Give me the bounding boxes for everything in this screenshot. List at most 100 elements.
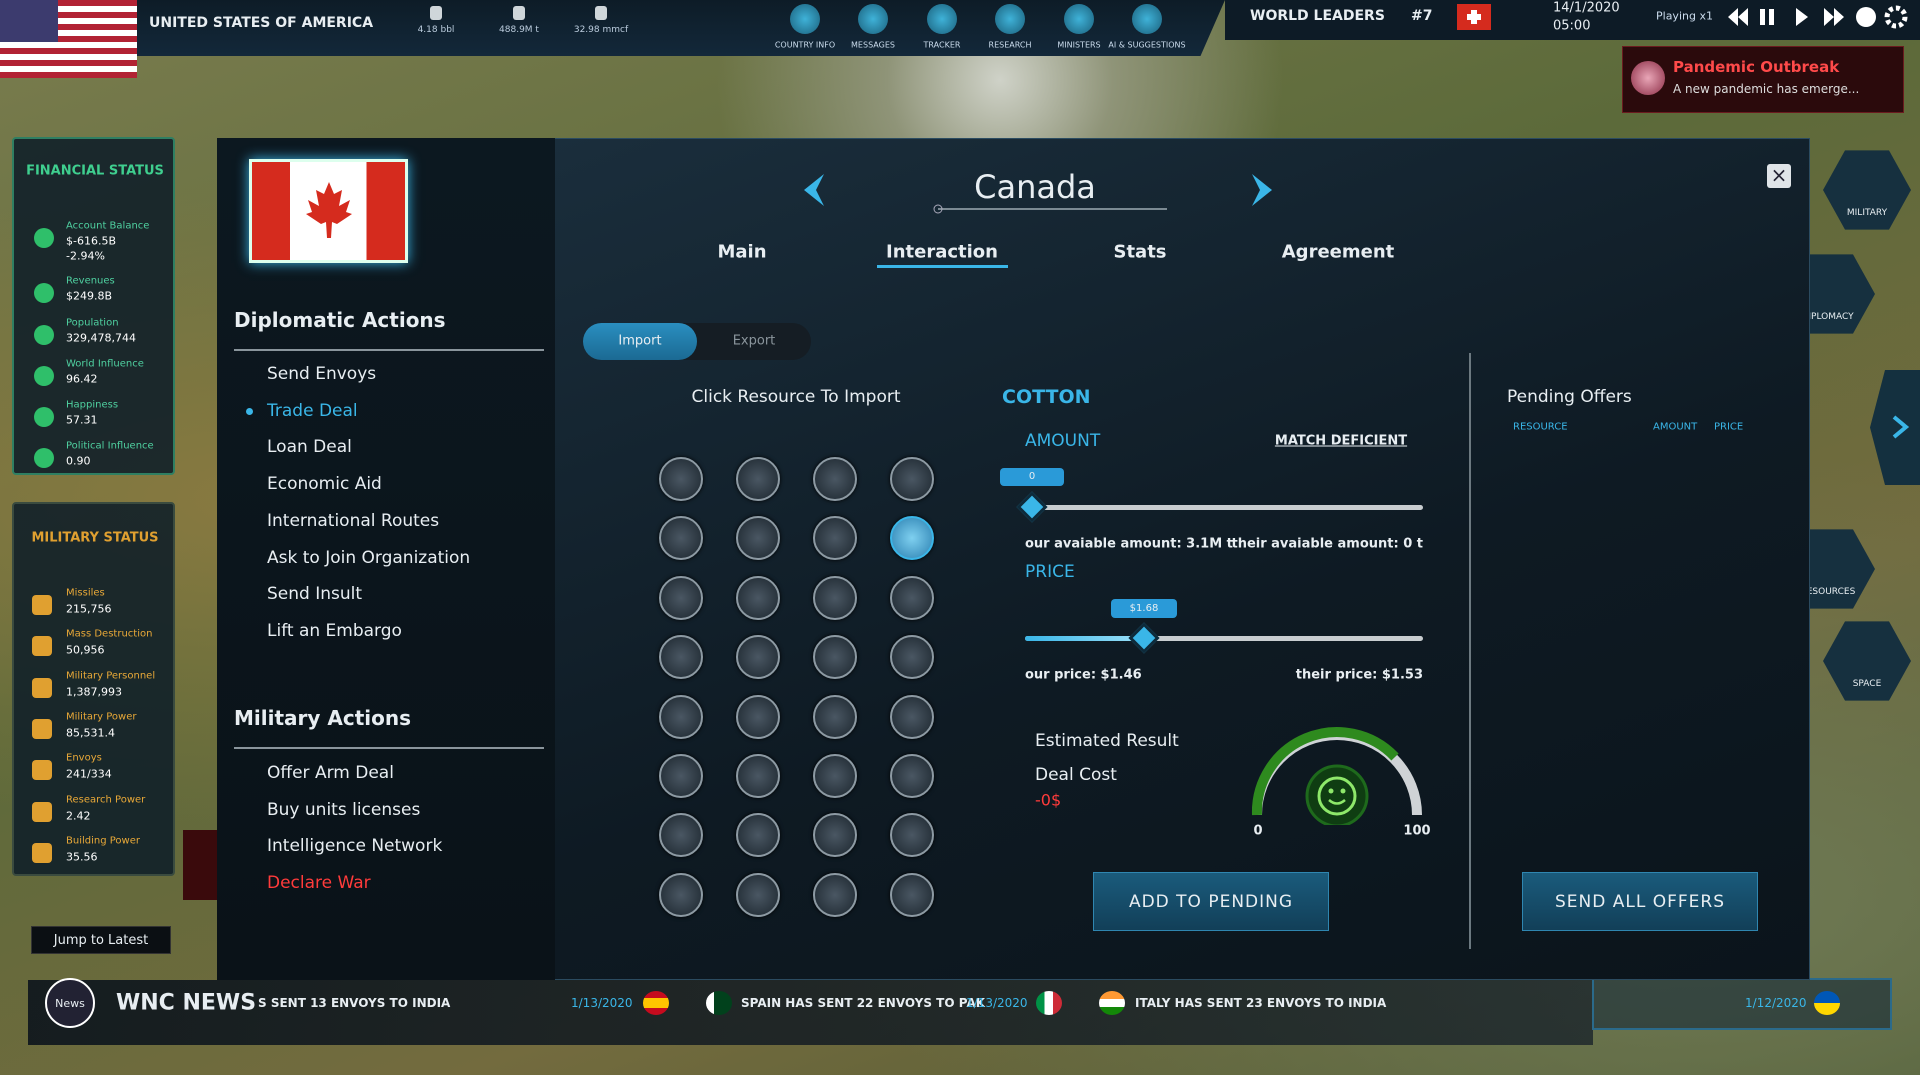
side-button[interactable]: SPACE (1823, 621, 1911, 701)
status-icon (32, 636, 52, 657)
jump-button[interactable]: Jump to Latest (31, 926, 171, 954)
tab[interactable]: Main (717, 241, 767, 263)
resource-button[interactable] (736, 754, 780, 798)
resource-button[interactable] (890, 635, 934, 680)
flag (1036, 991, 1062, 1015)
resource-button[interactable] (659, 516, 703, 561)
status-icon (34, 407, 54, 427)
price-badge: $1.68 (1111, 599, 1177, 618)
resource-button[interactable] (813, 872, 857, 917)
resource-button[interactable] (659, 575, 703, 620)
status-icon (32, 718, 52, 739)
resource-button[interactable] (813, 457, 857, 501)
status-icon (32, 801, 52, 822)
resource-button[interactable] (813, 635, 857, 680)
column-header: PRICE (1714, 421, 1744, 433)
action-item[interactable]: Ask to Join Organization (267, 547, 471, 568)
resource-button[interactable] (890, 516, 934, 561)
leaders-button[interactable]: WORLD LEADERS (1250, 8, 1385, 24)
resource-button[interactable] (890, 754, 934, 798)
resource-button[interactable] (890, 694, 934, 739)
speed: Playing x1 (1656, 9, 1713, 23)
action-item[interactable]: Economic Aid (267, 474, 382, 495)
send-button[interactable]: SEND ALL OFFERS (1522, 872, 1758, 931)
menu-icon[interactable] (1132, 4, 1162, 34)
action-item[interactable]: Send Envoys (267, 364, 377, 384)
resource-button[interactable] (813, 516, 857, 561)
action-item[interactable]: Buy units licenses (267, 799, 421, 820)
news-text: ITALY HAS SENT 23 ENVOYS TO INDIA (1135, 996, 1387, 1010)
match-button[interactable]: MATCH DEFICIENT (1274, 433, 1408, 449)
resource-button[interactable] (890, 813, 934, 858)
menu-icon[interactable] (790, 4, 820, 34)
tab[interactable]: Agreement (1281, 241, 1395, 263)
add-button[interactable]: ADD TO PENDING (1093, 872, 1329, 931)
resource-button[interactable] (736, 813, 780, 858)
divider (234, 349, 544, 351)
resource-button[interactable] (813, 754, 857, 798)
tab[interactable]: Interaction (886, 241, 998, 263)
menu-icon[interactable] (927, 4, 957, 34)
mode-active (583, 323, 697, 360)
news-date: 1/13/2020 (571, 996, 633, 1010)
resource-button[interactable] (659, 635, 703, 680)
menu-label[interactable]: MESSAGES (851, 40, 895, 50)
country-nav[interactable] (800, 170, 1280, 220)
menu-icon[interactable] (995, 4, 1025, 34)
flag (706, 991, 732, 1015)
notification[interactable]: Pandemic Outbreak A new pandemic has eme… (1622, 46, 1904, 113)
hidden-panel (183, 830, 223, 900)
resource-button[interactable] (659, 813, 703, 858)
close-button[interactable]: × (1767, 164, 1791, 188)
resource-button[interactable] (736, 694, 780, 739)
resource-button[interactable] (736, 872, 780, 917)
time-controls[interactable] (1724, 4, 1914, 30)
resource-button[interactable] (736, 575, 780, 620)
action-item[interactable]: Offer Arm Deal (267, 763, 394, 783)
price-slider[interactable] (1025, 636, 1423, 641)
resource-icon (595, 6, 607, 20)
action-item[interactable]: International Routes (267, 510, 440, 531)
status-value: 1,387,993 (66, 685, 122, 699)
status-icon (34, 366, 54, 386)
resource-button[interactable] (890, 872, 934, 917)
mode-export[interactable]: Export (732, 333, 776, 349)
mode-import[interactable]: Import (618, 333, 662, 349)
menu-label[interactable]: COUNTRY INFO (774, 40, 836, 50)
menu-label[interactable]: MINISTERS (1057, 40, 1101, 50)
menu-label[interactable]: TRACKER (923, 40, 961, 50)
menu-label[interactable]: AI & SUGGESTIONS (1108, 40, 1186, 50)
amount-slider[interactable] (1032, 505, 1423, 510)
tab[interactable]: Stats (1113, 241, 1167, 263)
news-date: 1/13/2020 (966, 996, 1028, 1010)
resource-button[interactable] (659, 754, 703, 798)
resource-button[interactable] (736, 457, 780, 501)
menu-icon[interactable] (858, 4, 888, 34)
country-name: UNITED STATES OF AMERICA (149, 15, 374, 31)
resource-button[interactable] (890, 575, 934, 620)
resource-button[interactable] (659, 457, 703, 501)
action-item[interactable]: Loan Deal (267, 437, 352, 458)
status-value: 35.56 (66, 850, 98, 864)
menu-icon[interactable] (1064, 4, 1094, 34)
status-label: Military Power (66, 711, 137, 723)
action-item[interactable]: Intelligence Network (267, 836, 443, 857)
resource-icon (430, 6, 442, 20)
resource-button[interactable] (736, 635, 780, 680)
resource-button[interactable] (890, 457, 934, 501)
menu-label[interactable]: RESEARCH (988, 40, 1032, 50)
expand-tab[interactable] (1870, 370, 1920, 485)
action-item[interactable]: Trade Deal (267, 400, 358, 421)
action-item[interactable]: Send Insult (267, 584, 363, 605)
resource-button[interactable] (813, 575, 857, 620)
action-item[interactable]: Declare War (267, 873, 371, 894)
status-change: -2.94% (66, 249, 105, 263)
side-button[interactable]: MILITARY (1823, 150, 1911, 230)
action-item[interactable]: Lift an Embargo (267, 620, 402, 641)
resource-button[interactable] (813, 813, 857, 858)
cost-label: Deal Cost (1035, 765, 1117, 785)
resource-button[interactable] (659, 872, 703, 917)
resource-button[interactable] (813, 694, 857, 739)
resource-button[interactable] (659, 694, 703, 739)
resource-button[interactable] (736, 516, 780, 561)
